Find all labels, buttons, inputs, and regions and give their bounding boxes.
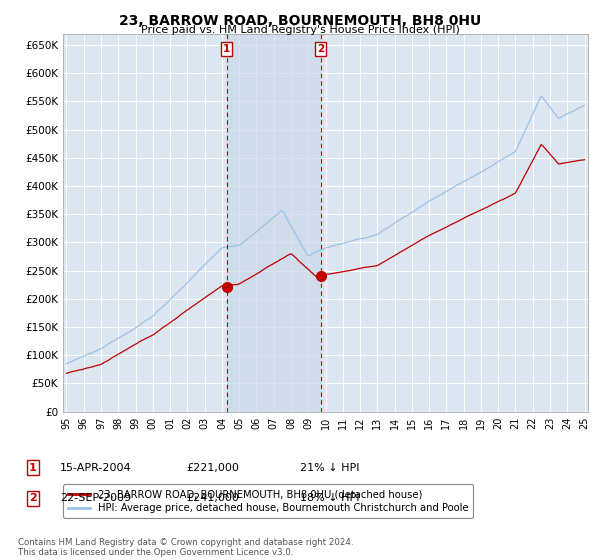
Text: 2: 2 [317, 44, 324, 54]
Text: 2: 2 [29, 493, 37, 503]
Text: 1: 1 [223, 44, 230, 54]
Legend: 23, BARROW ROAD, BOURNEMOUTH, BH8 0HU (detached house), HPI: Average price, deta: 23, BARROW ROAD, BOURNEMOUTH, BH8 0HU (d… [63, 484, 473, 518]
Text: 15-APR-2004: 15-APR-2004 [60, 463, 131, 473]
Text: Price paid vs. HM Land Registry's House Price Index (HPI): Price paid vs. HM Land Registry's House … [140, 25, 460, 35]
Text: 23, BARROW ROAD, BOURNEMOUTH, BH8 0HU: 23, BARROW ROAD, BOURNEMOUTH, BH8 0HU [119, 14, 481, 28]
Text: 21% ↓ HPI: 21% ↓ HPI [300, 463, 359, 473]
Text: £241,000: £241,000 [186, 493, 239, 503]
Text: 22-SEP-2009: 22-SEP-2009 [60, 493, 131, 503]
Text: 18% ↓ HPI: 18% ↓ HPI [300, 493, 359, 503]
Text: 1: 1 [29, 463, 37, 473]
Text: £221,000: £221,000 [186, 463, 239, 473]
Text: Contains HM Land Registry data © Crown copyright and database right 2024.
This d: Contains HM Land Registry data © Crown c… [18, 538, 353, 557]
Bar [227, 34, 320, 412]
